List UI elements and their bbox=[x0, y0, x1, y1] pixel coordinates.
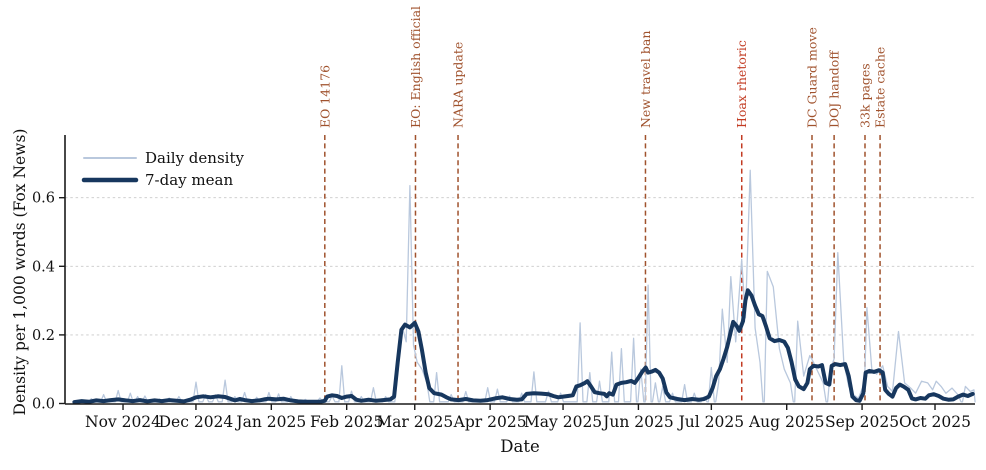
y-tick-label: 0.4 bbox=[32, 259, 55, 275]
annotation-labels: EO 14176 EO: English official NARA update N… bbox=[317, 6, 887, 128]
seven-day-mean-path bbox=[72, 288, 975, 405]
event-label: New travel ban bbox=[638, 31, 653, 128]
legend-label: 7-day mean bbox=[145, 171, 233, 189]
x-tick-label: Sep 2025 bbox=[825, 413, 899, 431]
x-tick-label: Oct 2025 bbox=[899, 413, 971, 431]
seven-day-mean-line bbox=[72, 288, 975, 405]
event-label: DOJ handoff bbox=[827, 50, 842, 128]
legend-label: Daily density bbox=[145, 149, 244, 167]
x-tick-label: Jul 2025 bbox=[677, 413, 745, 431]
y-axis-title: Density per 1,000 words (Fox News) bbox=[11, 129, 29, 416]
event-label: DC Guard move bbox=[804, 27, 819, 128]
x-tick-label: Jan 2025 bbox=[234, 413, 306, 431]
event-label: EO: English official bbox=[408, 6, 423, 128]
x-tick-label: Aug 2025 bbox=[748, 413, 824, 431]
x-tick-label: Mar 2025 bbox=[376, 413, 453, 431]
x-axis-title: Date bbox=[500, 437, 539, 456]
daily-density-line bbox=[73, 169, 976, 403]
x-tick-label: Nov 2024 bbox=[85, 413, 161, 431]
y-tick-label: 0.0 bbox=[32, 397, 55, 413]
y-axis-ticks: 0.0 0.2 0.4 0.6 bbox=[32, 191, 65, 413]
event-label: 33k pages bbox=[857, 63, 872, 128]
x-tick-label: Jun 2025 bbox=[601, 413, 674, 431]
legend: Daily density 7-day mean bbox=[81, 149, 244, 189]
x-tick-label: Feb 2025 bbox=[310, 413, 383, 431]
y-tick-label: 0.6 bbox=[32, 191, 55, 207]
y-tick-label: 0.2 bbox=[32, 328, 55, 344]
event-label: EO 14176 bbox=[317, 65, 332, 128]
event-label: Hoax rhetoric bbox=[734, 40, 749, 128]
event-label: NARA update bbox=[451, 42, 466, 128]
annotation-lines bbox=[324, 135, 881, 404]
gridlines bbox=[65, 197, 975, 336]
daily-density-path bbox=[73, 169, 976, 403]
x-tick-label: Apr 2025 bbox=[453, 413, 527, 431]
x-tick-label: May 2025 bbox=[524, 413, 602, 431]
event-label: Estate cache bbox=[873, 47, 888, 128]
x-tick-label: Dec 2024 bbox=[159, 413, 234, 431]
